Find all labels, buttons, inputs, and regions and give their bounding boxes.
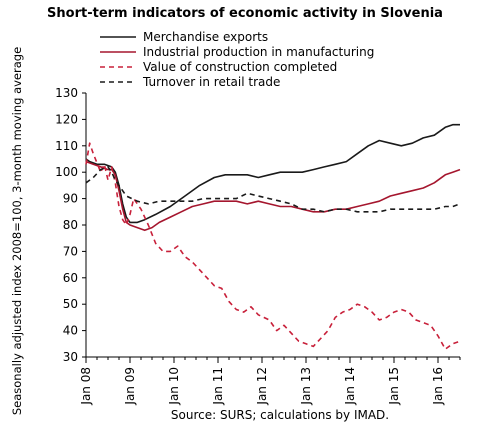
y-axis-label: Seasonally adjusted index 2008=100, 3-mo… [10, 47, 24, 415]
y-tick-label: 40 [63, 324, 78, 338]
y-tick-label: 90 [63, 192, 78, 206]
x-tick-label: Jan 10 [167, 367, 181, 406]
series-line-2 [85, 142, 461, 350]
x-tick-label: Jan 08 [79, 367, 93, 406]
x-tick-label: Jan 12 [255, 367, 269, 406]
series-line-1 [85, 160, 461, 232]
source-note: Source: SURS; calculations by IMAD. [170, 408, 390, 422]
x-tick-label: Jan 14 [343, 367, 357, 406]
x-tick-label: Jan 16 [431, 367, 445, 406]
y-tick-label: 50 [63, 297, 78, 311]
y-tick-label: 80 [63, 218, 78, 232]
y-tick-label: 130 [55, 86, 78, 100]
y-tick-label: 70 [63, 244, 78, 258]
legend-label: Value of construction completed [143, 60, 337, 74]
x-tick-label: Jan 15 [387, 367, 401, 406]
x-tick-label: Jan 09 [123, 367, 137, 406]
x-tick-label: Jan 13 [299, 367, 313, 406]
y-tick-label: 60 [63, 271, 78, 285]
legend-label: Merchandise exports [143, 30, 268, 44]
chart-title: Short-term indicators of economic activi… [47, 6, 443, 21]
x-axis: Jan 08 Jan 09 Jan 10 Jan 11 Jan 12 Jan 13 Jan … [79, 356, 461, 406]
series-layer [85, 123, 461, 350]
legend-label: Industrial production in manufacturing [143, 45, 374, 59]
y-tick-label: 120 [55, 112, 78, 126]
series-line-0 [85, 123, 460, 224]
y-tick-label: 100 [55, 165, 78, 179]
legend-label: Turnover in retail trade [142, 75, 280, 89]
x-tick-label: Jan 11 [211, 367, 225, 406]
y-axis: 30 40 50 60 70 80 90 100 110 120 130 [55, 86, 87, 364]
y-tick-label: 30 [63, 350, 78, 364]
y-tick-label: 110 [55, 139, 78, 153]
